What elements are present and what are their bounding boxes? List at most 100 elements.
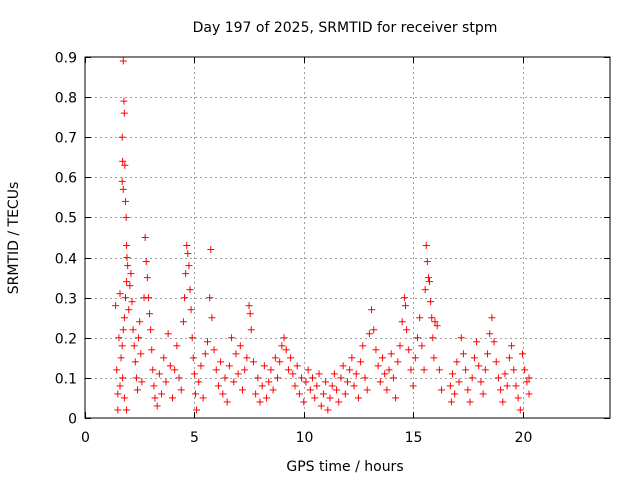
data-point — [352, 370, 360, 378]
data-point — [175, 374, 183, 382]
data-point — [252, 390, 260, 398]
data-point — [217, 358, 225, 366]
data-point — [484, 350, 491, 358]
data-point — [120, 97, 128, 105]
data-point — [359, 342, 367, 350]
data-point — [225, 362, 233, 370]
data-point — [134, 386, 141, 394]
data-point — [144, 294, 152, 302]
data-point — [392, 394, 400, 402]
data-point — [396, 342, 404, 350]
data-point — [148, 346, 156, 354]
data-point — [118, 177, 126, 185]
data-point — [387, 350, 395, 358]
data-point — [405, 346, 413, 354]
data-point — [407, 366, 415, 374]
data-point — [249, 358, 257, 366]
data-point — [295, 390, 303, 398]
data-point — [486, 330, 494, 338]
data-point — [423, 258, 431, 266]
data-point — [228, 334, 236, 342]
labels-layer: 0 0.1 0.2 0.3 0.4 0.5 0.6 0.7 0.8 0.9 0 5 10 15 20 — [55, 51, 533, 447]
x-tick-label: 10 — [296, 430, 314, 446]
data-point — [136, 318, 144, 326]
data-point — [368, 306, 376, 314]
data-point — [304, 366, 312, 374]
data-point — [150, 382, 158, 390]
data-point — [114, 390, 122, 398]
data-point — [166, 362, 174, 370]
data-point — [120, 109, 128, 117]
data-point — [123, 254, 131, 262]
data-point — [424, 274, 432, 282]
data-point — [374, 362, 382, 370]
data-point — [453, 358, 461, 366]
data-point — [422, 242, 430, 250]
data-point — [123, 278, 131, 286]
data-point — [142, 258, 150, 266]
data-point — [350, 382, 358, 390]
data-point — [335, 398, 343, 406]
data-point — [119, 185, 127, 193]
data-point — [258, 382, 266, 390]
data-point — [499, 398, 507, 406]
data-point — [326, 394, 334, 402]
y-tick-label: 0.6 — [55, 171, 77, 187]
data-point — [317, 402, 325, 410]
data-point — [243, 354, 251, 362]
data-point — [206, 294, 214, 302]
data-point — [473, 338, 481, 346]
data-point — [119, 326, 127, 334]
data-point — [341, 390, 349, 398]
data-point — [451, 390, 459, 398]
data-point — [462, 366, 470, 374]
data-point — [197, 362, 205, 370]
data-point — [446, 382, 454, 390]
data-point — [315, 370, 323, 378]
data-point — [400, 294, 408, 302]
data-point — [116, 290, 124, 298]
data-point — [115, 334, 123, 342]
data-point — [464, 386, 472, 394]
data-point — [455, 378, 463, 386]
x-tick-label: 0 — [81, 430, 90, 446]
data-point — [123, 406, 131, 414]
data-point — [130, 342, 138, 350]
data-point — [525, 390, 533, 398]
data-point — [394, 358, 402, 366]
data-point — [199, 394, 207, 402]
data-point — [313, 382, 321, 390]
data-point — [256, 398, 264, 406]
data-point — [282, 346, 290, 354]
data-point — [339, 362, 347, 370]
data-point — [149, 366, 157, 374]
data-point — [276, 358, 284, 366]
data-point — [119, 57, 127, 65]
data-point — [190, 370, 198, 378]
y-tick-label: 0.2 — [55, 332, 77, 348]
data-point — [430, 354, 438, 362]
data-point — [187, 306, 195, 314]
data-point — [311, 394, 319, 402]
data-point — [164, 330, 172, 338]
data-point — [246, 310, 254, 318]
data-point — [501, 370, 509, 378]
data-point — [263, 394, 271, 402]
data-point — [287, 354, 295, 362]
data-point — [414, 334, 421, 342]
data-point — [131, 358, 139, 366]
data-point — [191, 390, 199, 398]
data-point — [449, 370, 456, 378]
data-point — [181, 294, 189, 302]
plot-frame — [84, 56, 611, 419]
data-point — [385, 366, 393, 374]
x-tick-label: 5 — [190, 430, 199, 446]
data-point — [208, 314, 216, 322]
data-point — [280, 334, 288, 342]
data-point — [459, 350, 467, 358]
data-point — [114, 406, 122, 414]
data-point — [421, 286, 429, 294]
data-point — [147, 326, 155, 334]
data-point — [183, 242, 191, 250]
